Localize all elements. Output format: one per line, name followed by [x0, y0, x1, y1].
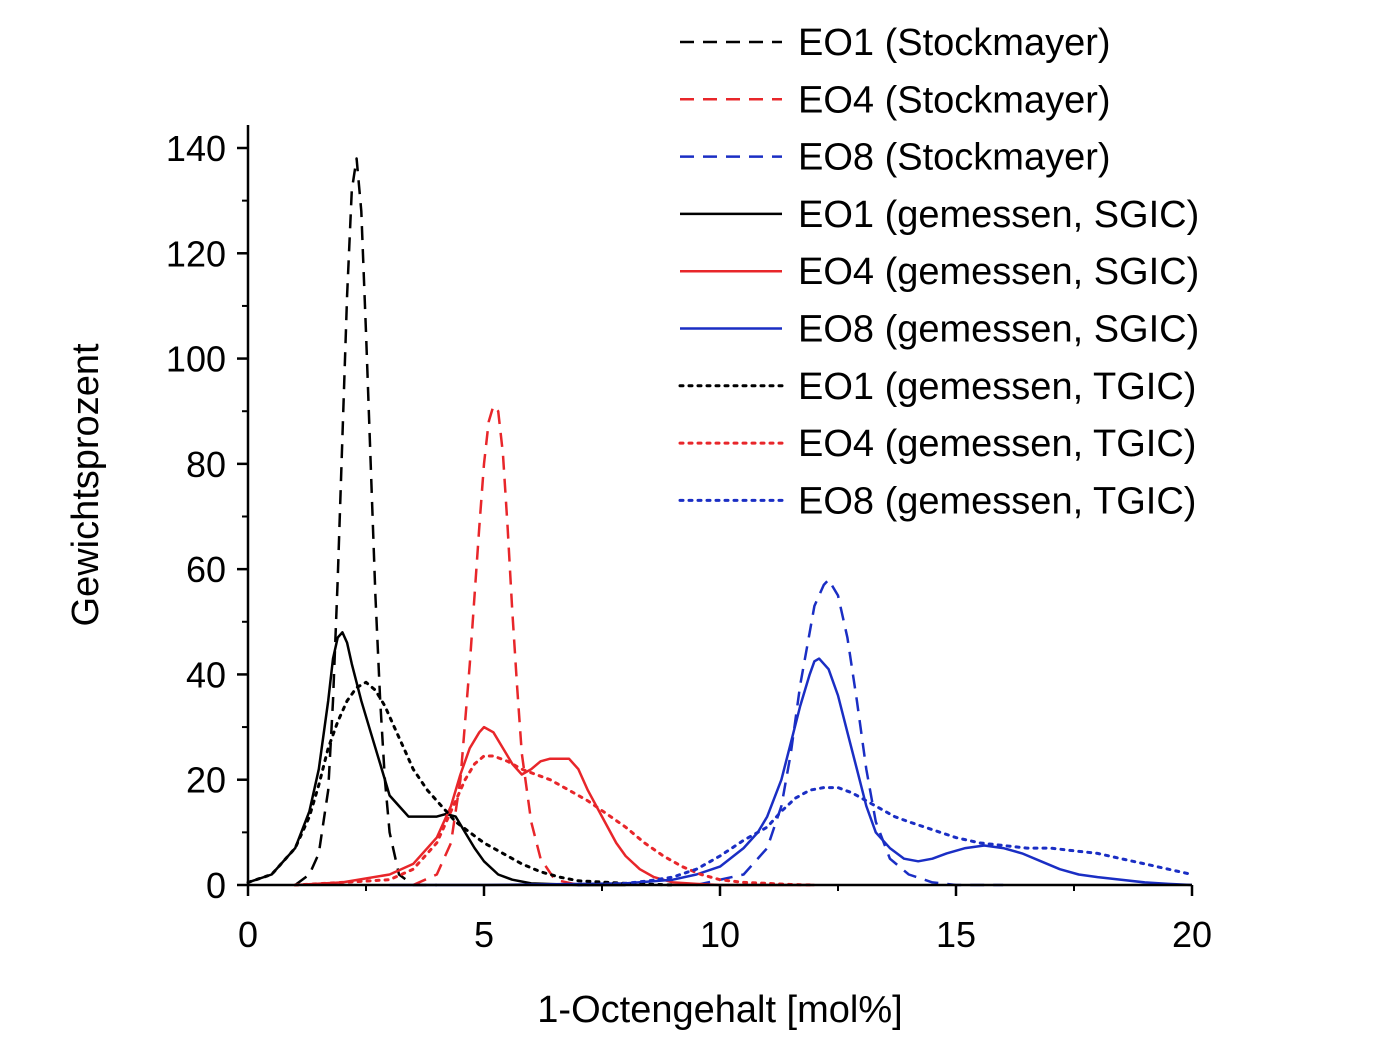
legend-item: EO1 (Stockmayer)	[680, 22, 1111, 64]
series-line-5	[389, 657, 1193, 887]
legend: EO1 (Stockmayer) EO4 (Stockmayer) EO8 (Sto…	[678, 22, 1199, 522]
legend-label: EO1 (gemessen, TGIC)	[798, 366, 1196, 408]
legend-label: EO4 (gemessen, SGIC)	[798, 251, 1199, 293]
y-tick-label: 60	[186, 549, 226, 590]
legend-item: EO4 (gemessen, SGIC)	[680, 251, 1199, 293]
legend-label: EO1 (gemessen, SGIC)	[798, 194, 1199, 236]
legend-label: EO1 (Stockmayer)	[798, 22, 1111, 64]
x-axis-title: 1-Octengehalt [mol%]	[537, 989, 902, 1031]
x-tick-label: 10	[700, 914, 740, 955]
series-line-2	[696, 578, 1004, 887]
series-line-3	[247, 631, 626, 887]
legend-item: EO8 (gemessen, SGIC)	[680, 309, 1199, 351]
series-line-4	[295, 725, 815, 887]
y-tick-label: 120	[166, 233, 226, 274]
series-line-8	[576, 786, 1194, 887]
legend-label: EO8 (Stockmayer)	[798, 137, 1111, 179]
legend-label: EO8 (gemessen, TGIC)	[798, 480, 1196, 522]
legend-item: EO8 (Stockmayer)	[680, 137, 1111, 179]
y-tick-label: 0	[206, 865, 226, 906]
axes	[237, 125, 1194, 896]
legend-label: EO8 (gemessen, SGIC)	[798, 309, 1199, 351]
legend-item: EO4 (gemessen, TGIC)	[678, 423, 1196, 465]
y-tick-label: 80	[186, 444, 226, 485]
x-tick-label: 15	[936, 914, 976, 955]
tick-labels: 0 5 10 15 20 0 20 40 60 80 100 120 140	[166, 128, 1212, 955]
x-tick-label: 0	[238, 914, 258, 955]
legend-item: EO8 (gemessen, TGIC)	[678, 480, 1196, 522]
series-line-1	[412, 404, 579, 887]
x-tick-label: 20	[1172, 914, 1212, 955]
series-line-0	[294, 157, 437, 887]
legend-item: EO1 (gemessen, SGIC)	[680, 194, 1199, 236]
series-line-7	[293, 754, 816, 887]
legend-label: EO4 (Stockmayer)	[798, 79, 1111, 121]
y-tick-label: 40	[186, 654, 226, 695]
series-line-6	[246, 680, 675, 887]
x-tick-label: 5	[474, 914, 494, 955]
y-tick-label: 140	[166, 128, 226, 169]
y-tick-label: 100	[166, 339, 226, 380]
legend-label: EO4 (gemessen, TGIC)	[798, 423, 1196, 465]
legend-item: EO4 (Stockmayer)	[680, 79, 1111, 121]
plot-lines	[246, 157, 1194, 887]
legend-item: EO1 (gemessen, TGIC)	[678, 366, 1196, 408]
y-axis-title: Gewichtsprozent	[65, 343, 107, 626]
y-tick-label: 20	[186, 760, 226, 801]
